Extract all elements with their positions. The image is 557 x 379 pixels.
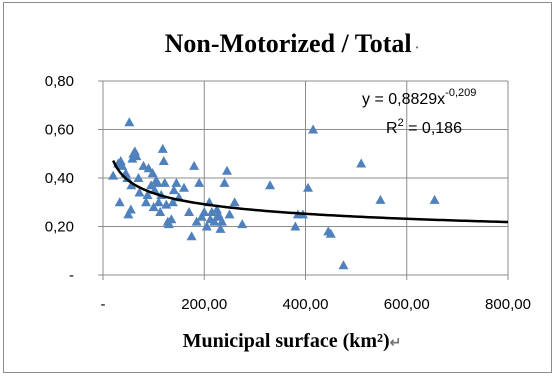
x-tick-label: 200,00 <box>181 296 227 313</box>
data-point <box>229 197 240 207</box>
data-point <box>196 211 207 221</box>
x-axis-label-text: Municipal surface (km²) <box>183 330 390 352</box>
data-point <box>123 209 134 219</box>
data-point <box>265 180 276 190</box>
data-point <box>166 214 177 224</box>
data-point <box>155 206 166 216</box>
data-point <box>122 173 133 182</box>
data-point <box>199 206 210 216</box>
y-tick-label: 0,60 <box>45 122 74 139</box>
data-point <box>179 182 189 192</box>
r-squared-value: = 0,186 <box>404 120 462 137</box>
data-point <box>133 173 144 182</box>
trend-layer <box>112 159 509 224</box>
chart-title: Non-Motorized / Total · <box>165 29 420 58</box>
x-axis-label: Municipal surface (km²)↵ <box>183 330 402 352</box>
data-point <box>191 216 202 226</box>
axis-layer: - 0,20 0,40 0,60 0,80 - 200,00 400,00 600,00 800,… <box>45 73 531 313</box>
trendline-equation: y = 0,8829x-0,209 <box>362 87 476 108</box>
chart-frame <box>3 2 552 373</box>
data-point <box>108 170 119 180</box>
data-point <box>219 177 230 187</box>
x-tick-label: 800,00 <box>485 296 531 313</box>
data-point <box>167 197 178 207</box>
data-point <box>215 223 226 233</box>
data-point <box>325 228 336 238</box>
data-point <box>148 202 159 212</box>
trendline-equation-text: y = 0,8829x <box>362 91 445 108</box>
title-format-mark: · <box>415 41 420 56</box>
data-point <box>189 160 200 170</box>
data-point <box>147 168 158 178</box>
data-point <box>124 117 135 127</box>
data-point <box>209 216 220 226</box>
data-point <box>194 177 205 187</box>
data-point <box>134 187 145 197</box>
trendline <box>112 159 509 224</box>
data-point <box>131 151 142 161</box>
data-point <box>143 163 154 173</box>
data-point <box>375 194 386 204</box>
data-point <box>290 221 301 231</box>
data-point <box>157 143 168 153</box>
data-point <box>163 219 174 229</box>
data-point <box>206 206 217 216</box>
data-point <box>114 197 125 207</box>
y-tick-label: - <box>69 267 74 284</box>
data-point <box>168 185 179 195</box>
data-point <box>201 221 212 231</box>
data-point <box>184 206 195 216</box>
data-point <box>138 160 149 170</box>
data-point <box>142 189 153 199</box>
data-point <box>126 180 137 190</box>
data-point <box>303 182 314 192</box>
grid-layer <box>103 80 509 276</box>
data-point <box>141 197 152 207</box>
x-tick-label: 400,00 <box>283 296 329 313</box>
data-point <box>216 216 227 226</box>
xlabel-format-mark: ↵ <box>390 336 402 351</box>
data-point <box>127 153 138 163</box>
data-point <box>186 231 197 241</box>
data-point <box>308 124 319 134</box>
trendline-r-squared: R2 = 0,186 <box>386 117 462 137</box>
r-squared-superscript: 2 <box>398 117 404 129</box>
data-point <box>152 177 163 187</box>
data-point <box>224 209 235 219</box>
x-tick-label: - <box>101 296 106 313</box>
data-point <box>117 160 128 170</box>
data-point <box>237 219 248 229</box>
trendline-exponent: -0,209 <box>445 87 476 99</box>
points-layer <box>108 117 440 270</box>
data-point <box>153 197 164 207</box>
y-tick-label: 0,40 <box>45 170 74 187</box>
data-point <box>356 158 367 168</box>
data-point <box>158 156 169 166</box>
data-point <box>125 204 136 214</box>
data-point <box>222 165 233 175</box>
data-point <box>429 194 440 204</box>
data-point <box>171 177 182 187</box>
data-point <box>338 260 349 270</box>
chart-title-text: Non-Motorized / Total <box>165 29 412 58</box>
x-tick-label: 600,00 <box>384 296 430 313</box>
data-point <box>161 199 172 209</box>
y-tick-label: 0,20 <box>45 219 74 236</box>
data-point <box>159 177 170 187</box>
y-tick-label: 0,80 <box>45 73 74 90</box>
